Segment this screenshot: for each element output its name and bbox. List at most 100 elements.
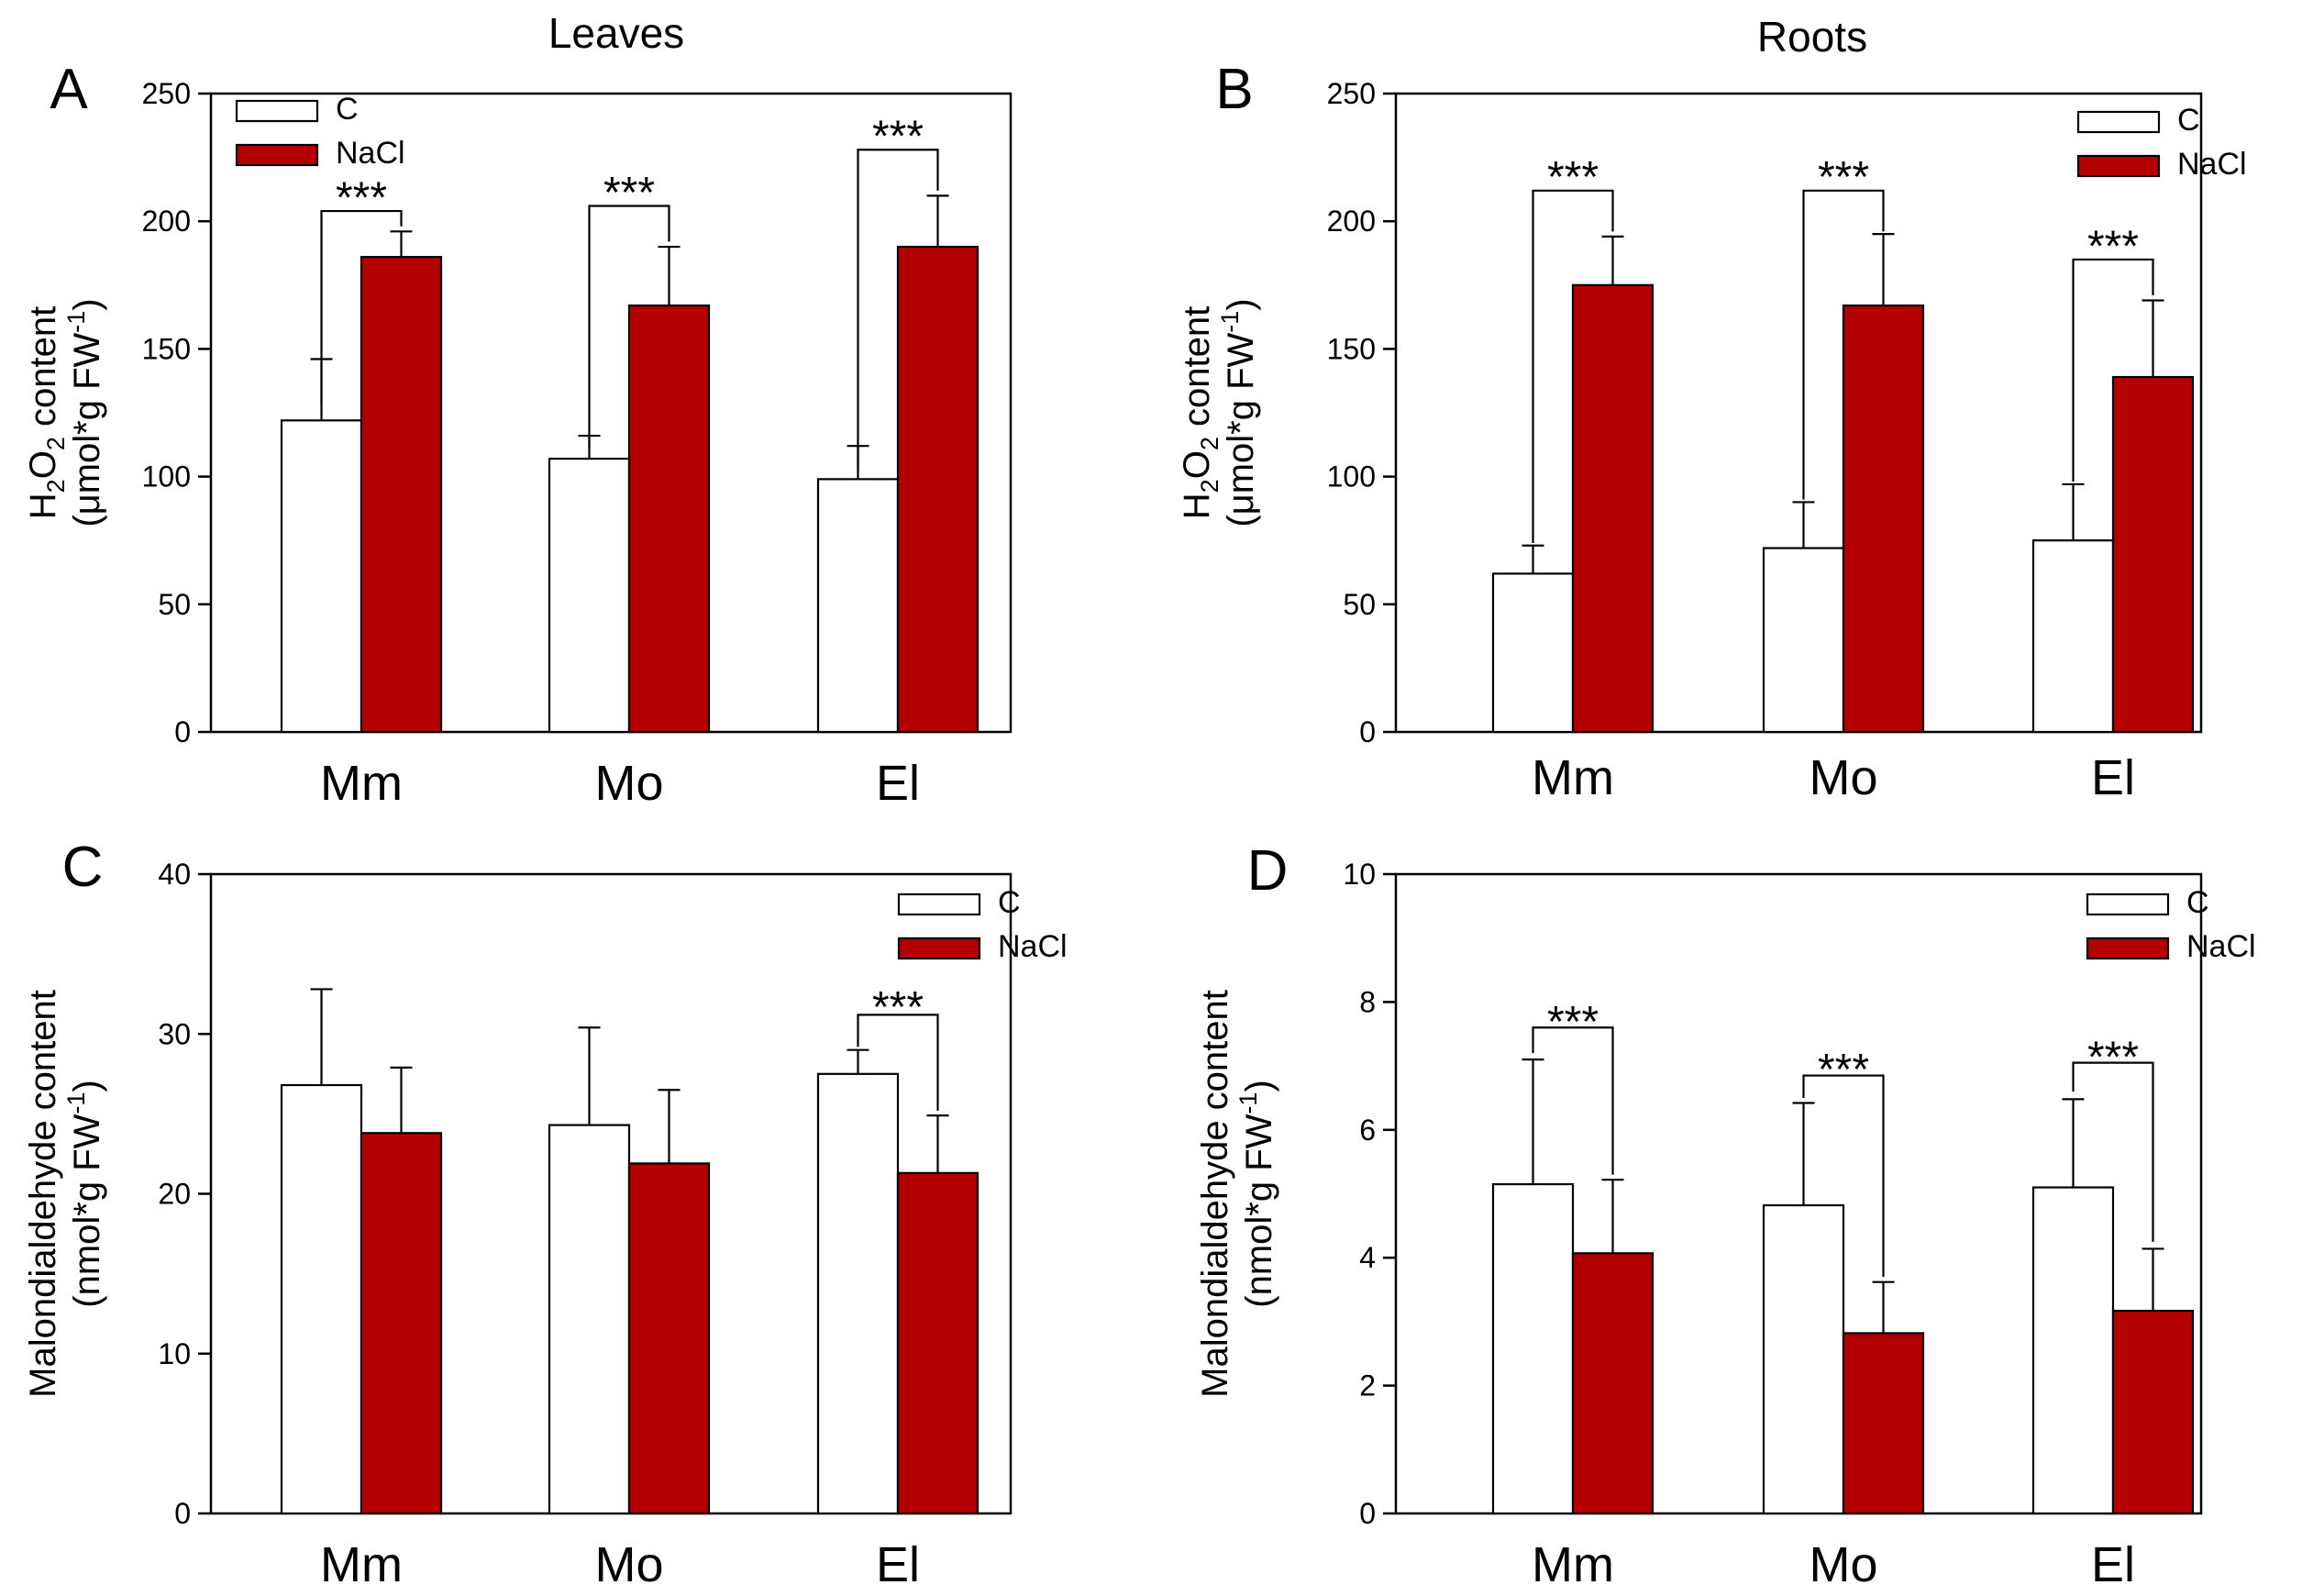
y-tick-label-d-6: 6	[1359, 1114, 1376, 1147]
category-label-d-mo: Mo	[1809, 1537, 1877, 1592]
bar-d-mo-c	[1762, 1203, 1845, 1515]
significance-label-d-mo: ***	[1818, 1046, 1869, 1094]
bar-b-mo-c	[1762, 547, 1845, 734]
bar-c-el-nacl	[896, 1171, 979, 1515]
y-axis-label-d: Malondialdehyde content (nmol*g FW-1)	[1195, 990, 1279, 1398]
panel-label-d: D	[1247, 839, 1289, 903]
y-tick-label-a-100: 100	[142, 460, 191, 493]
y-axis-label-a: H2O2 content (μmol*g FW-1)	[23, 298, 107, 526]
y-tick-label-c-40: 40	[158, 858, 191, 891]
y-tick-label-a-250: 250	[142, 77, 191, 110]
significance-bracket-b-mm	[1532, 189, 1614, 543]
significance-label-a-el: ***	[872, 113, 924, 161]
legend-label-d-c: C	[2186, 885, 2209, 920]
bar-c-mo-c	[548, 1124, 631, 1515]
significance-label-a-mm: ***	[336, 173, 387, 222]
y-tick-label-d-10: 10	[1343, 858, 1376, 891]
y-tick-label-c-20: 20	[158, 1178, 191, 1211]
category-label-d-mm: Mm	[1532, 1537, 1614, 1592]
y-tick-label-a-50: 50	[158, 588, 191, 621]
panel-a: A 0 50 100 150 200 250 H2O2 content (μmol*g FW-1…	[23, 58, 1013, 811]
y-tick-label-a-0: 0	[174, 715, 191, 748]
y-tick-label-b-0: 0	[1359, 715, 1376, 748]
y-tick-label-d-8: 8	[1359, 985, 1376, 1018]
significance-bracket-a-el	[857, 149, 939, 472]
bar-b-mm-c	[1491, 572, 1575, 734]
category-label-d-el: El	[2091, 1537, 2135, 1592]
legend-label-d-nacl: NaCl	[2186, 929, 2256, 964]
y-tick-label-d-2: 2	[1359, 1369, 1376, 1402]
significance-bracket-a-mm	[320, 209, 403, 405]
bar-b-el-nacl	[2111, 375, 2195, 734]
bar-a-mo-c	[548, 458, 631, 734]
significance-label-d-el: ***	[2087, 1033, 2139, 1081]
legend-swatch-b-nacl	[2076, 154, 2161, 178]
bar-d-mo-nacl	[1842, 1332, 1925, 1515]
significance-label-c-el: ***	[872, 983, 924, 1032]
legend-label-b-nacl: NaCl	[2177, 147, 2247, 182]
y-tick-label-b-150: 150	[1327, 332, 1376, 365]
significance-bracket-d-mm	[1532, 1026, 1614, 1175]
y-tick-label-c-0: 0	[174, 1497, 191, 1530]
legend-c: C NaCl	[897, 885, 1068, 964]
significance-bracket-d-el	[2072, 1061, 2154, 1242]
y-tick-label-c-10: 10	[158, 1337, 191, 1370]
panel-label-a: A	[50, 58, 88, 121]
significance-label-b-mm: ***	[1547, 153, 1599, 202]
section-title-leaves: Leaves	[548, 9, 684, 57]
significance-label-b-mo: ***	[1818, 153, 1869, 202]
bar-a-el-nacl	[896, 245, 979, 734]
panel-b: B 0 50 100 150 200 250 H2O2 content (μmol*g FW-1…	[1177, 58, 2247, 805]
bar-c-el-c	[816, 1072, 900, 1515]
panel-c: C 0 10 20 30 40 Malondialdehyde content (nmol*g…	[23, 836, 1068, 1592]
legend-label-a-c: C	[336, 92, 359, 127]
significance-bracket-c-el	[857, 1014, 939, 1111]
bar-a-el-c	[816, 478, 900, 734]
significance-bracket-b-mo	[1802, 189, 1885, 500]
category-label-c-mm: Mm	[320, 1537, 403, 1592]
category-label-c-el: El	[876, 1537, 920, 1592]
category-label-a-mo: Mo	[594, 756, 663, 811]
legend-swatch-c-nacl	[897, 937, 981, 960]
category-label-b-el: El	[2091, 750, 2135, 805]
bar-a-mm-c	[280, 419, 363, 734]
panel-label-b: B	[1215, 58, 1253, 121]
y-tick-label-a-150: 150	[142, 332, 191, 365]
legend-label-b-c: C	[2177, 103, 2200, 138]
bar-d-mm-c	[1491, 1182, 1575, 1515]
bar-b-mm-nacl	[1571, 283, 1655, 734]
y-tick-label-b-50: 50	[1343, 588, 1376, 621]
legend-swatch-d-nacl	[2086, 937, 2170, 960]
y-tick-label-b-200: 200	[1327, 205, 1376, 238]
y-tick-label-d-4: 4	[1359, 1241, 1376, 1274]
y-tick-label-d-0: 0	[1359, 1497, 1376, 1530]
panel-d: D 0 2 4 6 8 10 Malondialdehyde content (nmol*g F…	[1195, 839, 2256, 1592]
category-label-c-mo: Mo	[594, 1537, 663, 1592]
legend-swatch-d-c	[2086, 892, 2170, 916]
bar-c-mo-nacl	[627, 1162, 711, 1515]
panel-label-c: C	[62, 836, 104, 899]
bar-c-mm-nacl	[360, 1132, 443, 1515]
y-tick-label-b-100: 100	[1327, 460, 1376, 493]
significance-label-b-el: ***	[2087, 222, 2139, 271]
category-label-a-el: El	[876, 756, 920, 811]
section-title-roots: Roots	[1757, 13, 1867, 61]
bar-c-mm-c	[280, 1083, 363, 1515]
legend-label-a-nacl: NaCl	[336, 136, 405, 171]
category-label-b-mo: Mo	[1809, 750, 1877, 805]
legend-swatch-a-nacl	[235, 143, 319, 167]
category-label-b-mm: Mm	[1532, 750, 1614, 805]
legend-b: C NaCl	[2076, 103, 2247, 182]
legend-a: C NaCl	[235, 92, 405, 171]
significance-bracket-d-mo	[1802, 1074, 1885, 1278]
significance-label-a-mo: ***	[603, 169, 655, 217]
bar-d-mm-nacl	[1571, 1252, 1655, 1515]
legend-label-c-nacl: NaCl	[998, 929, 1068, 964]
category-label-a-mm: Mm	[320, 756, 403, 811]
legend-swatch-c-c	[897, 892, 981, 916]
significance-label-d-mm: ***	[1547, 998, 1599, 1047]
legend-swatch-b-c	[2076, 110, 2161, 134]
y-tick-label-b-250: 250	[1327, 77, 1376, 110]
